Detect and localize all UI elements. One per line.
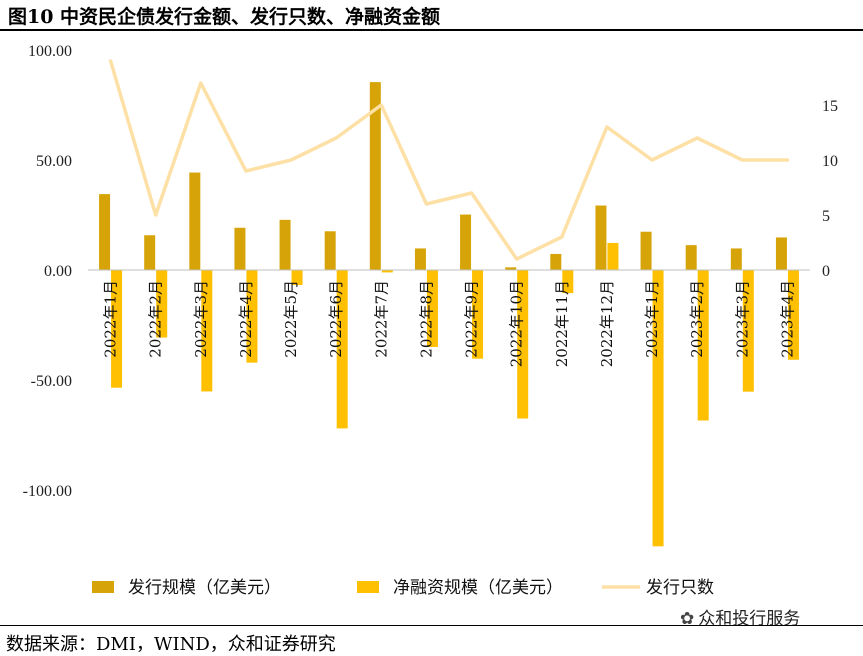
net-financing-bar: [426, 270, 438, 347]
issuance-bar: [279, 219, 291, 270]
issuance-bar: [99, 194, 111, 270]
net-financing-bar: [156, 270, 168, 338]
source-divider: [0, 625, 863, 626]
x-category-label: 2022年7月: [372, 280, 390, 358]
y-left-tick-label: -100.00: [23, 483, 72, 500]
x-category-label: 2022年5月: [282, 280, 300, 358]
watermark: ✿ 众和投行服务: [680, 604, 800, 629]
issuance-count-point: [785, 158, 789, 162]
net-financing-bar: [111, 270, 123, 388]
issuance-bar: [685, 245, 697, 270]
issuance-bar: [775, 237, 787, 270]
net-financing-bar: [381, 270, 393, 273]
issuance-count-point: [560, 235, 564, 239]
issuance-count-line: [108, 59, 790, 261]
legend-issuance: 发行规模（亿美元）: [92, 578, 281, 598]
issuance-count-point: [424, 202, 428, 206]
x-category-label: 2022年12月: [598, 280, 616, 367]
legend-swatch: [357, 581, 379, 593]
y-right-tick-label: 0: [822, 263, 830, 280]
watermark-text: 众和投行服务: [698, 609, 801, 629]
issuance-count-point: [740, 158, 744, 162]
issuance-bar: [595, 205, 607, 270]
x-category-label: 2022年6月: [327, 280, 345, 358]
figure-title: 图10 中资民企债发行金额、发行只数、净融资金额: [8, 6, 441, 28]
x-category-label: 2022年2月: [147, 280, 165, 358]
y-left-tick-label: -50.00: [31, 373, 72, 390]
legend-label: 发行只数: [646, 578, 714, 598]
issuance-count-point: [154, 213, 158, 217]
net-financing-bar: [472, 270, 484, 359]
net-financing-bar: [652, 270, 664, 547]
y-right-tick-label: 10: [822, 153, 838, 170]
y-left-tick-label: 100.00: [28, 43, 72, 60]
x-category-label: 2022年3月: [192, 280, 210, 358]
legend-net-financing: 净融资规模（亿美元）: [357, 578, 563, 598]
x-category-label: 2023年2月: [688, 280, 706, 358]
x-category-label: 2022年11月: [553, 280, 571, 367]
net-financing-bar: [697, 270, 709, 421]
net-financing-bar: [607, 242, 619, 270]
x-category-label: 2022年4月: [237, 280, 255, 358]
issuance-bar: [144, 235, 156, 270]
net-financing-bar: [787, 270, 799, 360]
net-financing-bar: [562, 270, 574, 294]
x-category-label: 2023年4月: [778, 280, 796, 358]
net-financing-bar: [291, 270, 303, 285]
issuance-count-point: [650, 158, 654, 162]
issuance-bar: [234, 227, 246, 270]
net-financing-bar: [517, 270, 529, 419]
y-right-tick-label: 5: [822, 208, 830, 225]
y-left-tick-label: 0.00: [44, 263, 72, 280]
issuance-bar: [730, 248, 742, 270]
legend-label: 发行规模（亿美元）: [128, 578, 281, 598]
issuance-bar: [640, 231, 652, 270]
issuance-count-point: [244, 169, 248, 173]
net-financing-bar: [336, 270, 348, 429]
source-note: 数据来源：DMI，WIND，众和证券研究: [6, 634, 336, 655]
y-left-tick-label: 50.00: [36, 153, 72, 170]
net-financing-bar: [246, 270, 258, 363]
issuance-count-point: [515, 257, 519, 261]
issuance-count-point: [199, 81, 203, 85]
issuance-count-point: [605, 125, 609, 129]
issuance-bar: [550, 253, 562, 270]
x-category-label: 2023年3月: [733, 280, 751, 358]
x-category-label: 2022年1月: [102, 280, 120, 358]
issuance-bar: [460, 214, 472, 270]
issuance-bar: [189, 172, 201, 270]
legend-swatch: [92, 581, 114, 593]
legend-issuance-count: 发行只数: [602, 578, 714, 598]
issuance-count-point: [379, 103, 383, 107]
x-category-label: 2022年8月: [417, 280, 435, 358]
issuance-count-point: [470, 191, 474, 195]
issuance-bar: [324, 231, 336, 270]
x-category-label: 2023年1月: [643, 280, 661, 358]
issuance-bar: [505, 267, 517, 270]
wechat-icon: ✿: [680, 609, 695, 629]
title-divider: [0, 29, 863, 31]
y-right-tick-label: 15: [822, 98, 838, 115]
x-category-label: 2022年9月: [463, 280, 481, 358]
legend-label: 净融资规模（亿美元）: [393, 578, 563, 598]
issuance-bar: [414, 248, 426, 270]
net-financing-bar: [201, 270, 213, 392]
x-category-label: 2022年10月: [508, 280, 526, 367]
issuance-count-point: [289, 158, 293, 162]
combo-chart: 100.00 50.00 0.00 -50.00 -100.00 0 5 10 15 2022年1…: [23, 43, 838, 598]
issuance-bar: [369, 82, 381, 271]
issuance-count-point: [334, 136, 338, 140]
net-financing-bar: [742, 270, 754, 392]
issuance-count-point: [109, 59, 113, 63]
issuance-count-point: [695, 136, 699, 140]
